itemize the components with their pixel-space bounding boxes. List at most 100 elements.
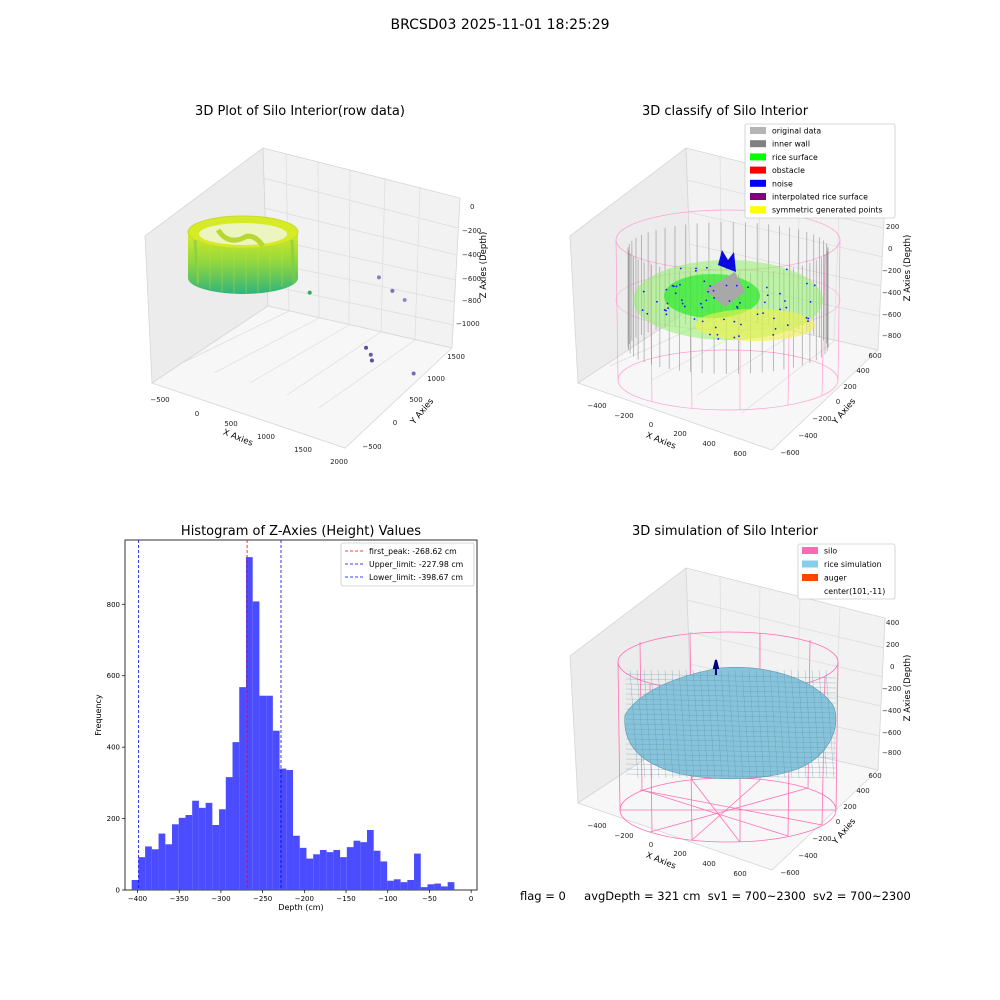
rice-mesh-line xyxy=(643,669,653,779)
classify-noise-point xyxy=(705,299,708,302)
svg-text:600: 600 xyxy=(868,772,881,780)
histogram-bar xyxy=(185,815,193,890)
classify-noise-point xyxy=(813,284,816,287)
simulation-legend-label: center(101,-11) xyxy=(824,587,885,596)
simulation-panel: −400 −200 0 200 400 600 −600 −400 −200 0… xyxy=(569,543,913,878)
plot1-title: 3D Plot of Silo Interior(row data) xyxy=(195,104,405,119)
classify-legend-swatch xyxy=(750,193,766,200)
rice-mesh-line xyxy=(625,773,837,779)
classify-noise-point xyxy=(763,301,766,304)
raw-x-label: X Axies xyxy=(221,428,254,449)
rice-mesh-line xyxy=(625,713,837,719)
raw-y-tick: 0 xyxy=(393,419,397,427)
raw-y-tick: 1500 xyxy=(447,353,465,361)
rice-mesh-line xyxy=(818,669,828,779)
classify-noise-point xyxy=(809,300,812,303)
svg-text:200: 200 xyxy=(673,430,686,438)
classify-noise-point xyxy=(717,338,720,340)
classify-noise-point xyxy=(766,294,769,297)
svg-text:−400: −400 xyxy=(587,402,606,410)
svg-text:−600: −600 xyxy=(780,449,799,457)
classify-noise-point xyxy=(736,305,738,308)
rice-mesh-line xyxy=(625,693,837,699)
simulation-legend-swatch xyxy=(802,587,818,595)
raw-z-tick: −800 xyxy=(462,297,481,305)
classify-noise-point xyxy=(733,320,736,323)
classify-noise-point xyxy=(656,300,658,303)
classify-noise-point xyxy=(665,288,668,291)
histogram-x-tick: −350 xyxy=(170,895,189,903)
classify-noise-point xyxy=(747,286,749,289)
svg-text:400: 400 xyxy=(856,787,869,795)
raw-z-tick: −400 xyxy=(462,251,481,259)
classify-noise-point xyxy=(723,318,725,321)
rice-mesh-line xyxy=(625,718,837,724)
svg-text:400: 400 xyxy=(856,367,869,375)
raw-data-panel: −500 0 500 1000 1500 2000 −500 0 500 100… xyxy=(144,147,489,466)
svg-text:200: 200 xyxy=(886,641,899,649)
classify-noise-point xyxy=(762,312,765,315)
classify-noise-point xyxy=(740,323,742,326)
rice-mesh-line xyxy=(625,728,837,734)
svg-text:−200: −200 xyxy=(812,415,831,423)
svg-text:−400: −400 xyxy=(798,852,817,860)
histogram-bar xyxy=(326,852,334,890)
histogram-bar xyxy=(353,840,361,890)
classify-noise-point xyxy=(683,305,686,308)
rice-mesh-line xyxy=(706,669,716,779)
flag-text: flag = 0 xyxy=(520,889,566,903)
classify-noise-point xyxy=(785,306,788,309)
rice-mesh-line xyxy=(713,669,723,779)
classify-noise-point xyxy=(731,266,734,269)
histogram-bar xyxy=(414,853,421,890)
classify-noise-point xyxy=(642,290,645,293)
histogram-bar xyxy=(440,886,448,890)
avg-depth-text: avgDepth = 321 cm xyxy=(584,889,701,903)
simulation-legend-label: silo xyxy=(824,547,837,556)
simulation-legend-swatch xyxy=(802,547,818,554)
simulation-z-label: Z Axies (Depth) xyxy=(903,655,913,722)
classify-noise-point xyxy=(707,290,710,293)
rice-mesh-line xyxy=(650,669,660,779)
histogram-bars xyxy=(131,557,455,890)
classify-legend-swatch xyxy=(750,206,766,214)
histogram-bar xyxy=(131,880,139,890)
classify-noise-point xyxy=(699,302,702,305)
histogram-y-tick: 0 xyxy=(116,887,120,895)
histogram-bar xyxy=(373,850,381,890)
histogram-bar xyxy=(340,857,347,890)
classify-z-label: Z Axies (Depth) xyxy=(903,235,913,302)
classify-noise-point xyxy=(701,320,704,323)
histogram-bar xyxy=(293,835,300,890)
histogram-y-ticks: 0 200 400 600 800 xyxy=(107,601,125,895)
histogram-bar xyxy=(198,807,206,890)
svg-text:−600: −600 xyxy=(780,869,799,877)
rice-mesh-line xyxy=(625,708,837,714)
rice-mesh-line xyxy=(727,669,737,779)
classify-noise-point xyxy=(739,301,741,304)
simulation-auger xyxy=(712,659,720,675)
histogram-bar xyxy=(366,830,374,890)
raw-axis-ticks: −500 0 500 1000 1500 2000 −500 0 500 100… xyxy=(150,203,481,466)
rice-mesh-line xyxy=(692,669,702,779)
classify-noise-point xyxy=(695,267,697,270)
simulation-rice-mesh xyxy=(625,669,837,779)
raw-z-label: Z Axies (Depth) xyxy=(479,232,489,299)
raw-z-tick: −1000 xyxy=(456,320,480,328)
classify-noise-point xyxy=(705,266,708,269)
classify-y-label: Y Axies xyxy=(830,396,858,427)
classify-noise-cluster xyxy=(718,250,736,272)
histogram-x-tick: −200 xyxy=(295,895,314,903)
svg-text:−400: −400 xyxy=(587,822,606,830)
rice-mesh-line xyxy=(790,669,800,779)
rice-mesh-line xyxy=(797,669,807,779)
histogram-legend-label: first_peak: -268.62 cm xyxy=(369,547,457,556)
classify-legend-swatch xyxy=(750,153,766,161)
raw-y-tick: 500 xyxy=(409,396,422,404)
classify-noise-point xyxy=(733,336,736,339)
histogram-bar xyxy=(346,847,354,890)
rice-mesh-line xyxy=(625,688,837,694)
svg-text:−600: −600 xyxy=(882,729,901,737)
simulation-legend: silo rice simulation auger center(101,-11) xyxy=(797,543,896,600)
